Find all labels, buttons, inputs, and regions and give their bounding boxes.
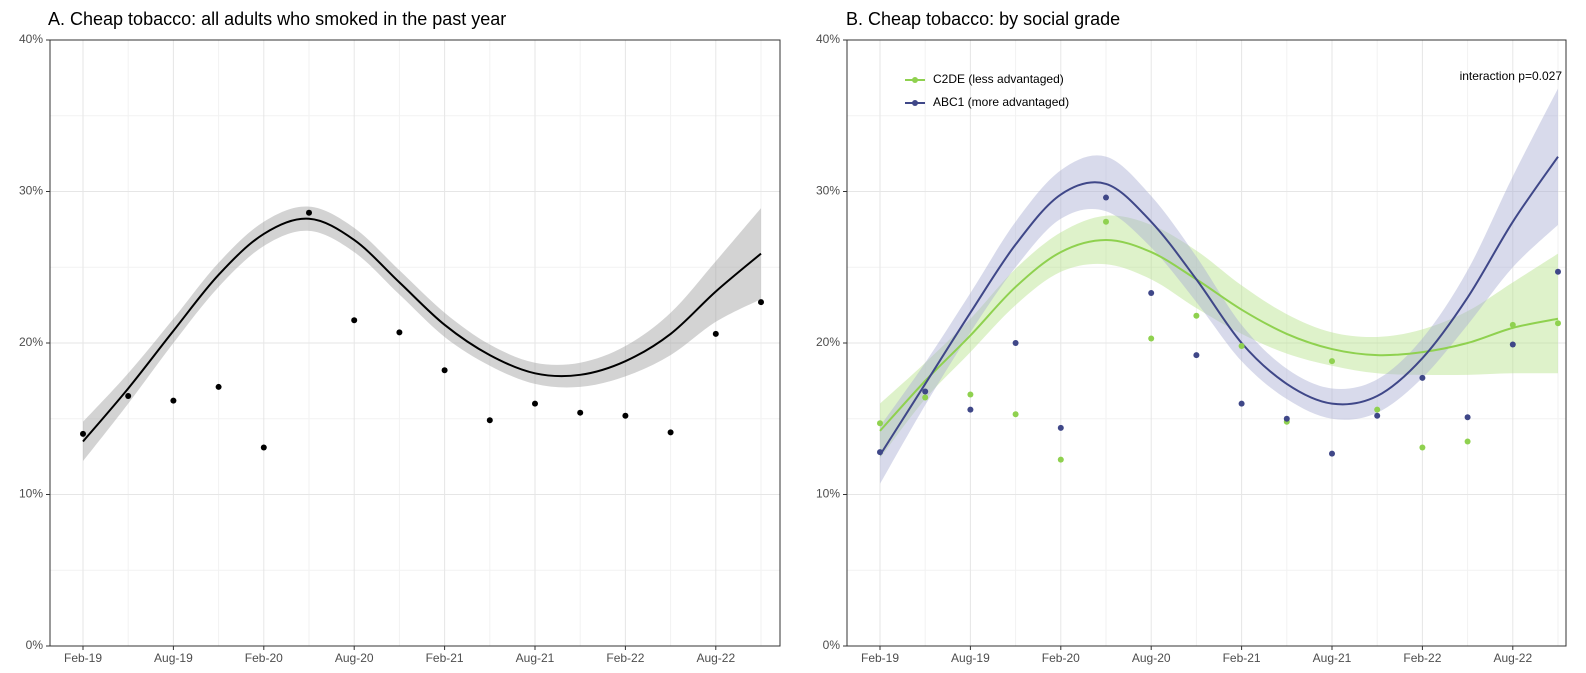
data-point [532,400,538,407]
data-point [667,429,674,436]
data-point [260,444,267,451]
fit-line [879,238,1559,432]
y-tick-label: 0% [26,638,44,652]
data-point [1329,358,1335,365]
data-point [1419,444,1426,451]
legend-label: ABC1 (more advantaged) [933,95,1069,109]
data-point [922,388,929,395]
data-point [125,393,132,400]
x-tick-label: Aug-21 [516,651,555,665]
data-point [922,394,929,401]
data-point [1012,340,1019,346]
x-tick-label: Feb-22 [606,651,644,665]
x-tick-label: Aug-20 [335,651,374,665]
chart-title: B. Cheap tobacco: by social grade [846,9,1120,29]
data-point [967,406,974,413]
data-point [80,430,86,437]
data-point [1103,194,1109,201]
x-tick-label: Feb-20 [1042,651,1080,665]
data-point [1419,374,1426,381]
x-tick-label: Aug-19 [951,651,990,665]
x-tick-label: Feb-19 [64,651,102,665]
data-point [967,391,974,398]
x-tick-label: Feb-21 [426,651,464,665]
plot-border [49,39,781,647]
data-point [877,420,883,427]
data-point [1464,438,1471,445]
data-point [306,209,312,216]
y-tick-label: 20% [816,335,840,349]
fit-line [82,217,762,443]
data-point [441,367,448,374]
data-point [1509,341,1516,348]
fit-line [879,156,1559,456]
data-point [1012,411,1019,418]
y-tick-label: 40% [19,32,43,46]
annotation: interaction p=0.027 [1460,69,1563,83]
x-tick-label: Aug-22 [696,651,735,665]
data-point [577,409,584,416]
data-point [758,299,764,306]
x-tick-label: Aug-21 [1313,651,1352,665]
x-tick-label: Feb-22 [1403,651,1441,665]
data-point [1057,456,1064,463]
x-tick-label: Aug-20 [1132,651,1171,665]
y-tick-label: 10% [816,487,840,501]
data-point [1193,352,1200,359]
data-point [486,417,493,424]
legend-swatch [912,100,918,106]
x-tick-label: Aug-19 [154,651,193,665]
data-point [1193,312,1200,319]
data-point [1464,414,1471,421]
data-point [1148,335,1155,342]
legend-swatch [912,77,918,83]
y-tick-label: 20% [19,335,43,349]
data-point [1148,290,1155,297]
data-point [170,397,177,404]
data-point [1103,218,1109,225]
data-point [1283,415,1290,422]
y-tick-label: 30% [816,184,840,198]
y-tick-label: 40% [816,32,840,46]
data-point [351,317,358,324]
chart-title: A. Cheap tobacco: all adults who smoked … [48,9,506,29]
confidence-band [880,215,1558,459]
x-tick-label: Aug-22 [1493,651,1532,665]
data-point [215,383,222,390]
data-point [1238,343,1245,350]
data-point [622,412,629,419]
x-tick-label: Feb-19 [861,651,899,665]
y-tick-label: 0% [823,638,841,652]
data-point [1329,450,1335,457]
data-point [396,329,403,336]
data-point [712,330,719,337]
y-tick-label: 30% [19,184,43,198]
data-point [1374,406,1381,413]
legend-label: C2DE (less advantaged) [933,72,1064,86]
plot-border [846,39,1567,647]
data-point [1509,321,1516,328]
data-point [877,449,883,456]
data-point [1555,268,1561,275]
x-tick-label: Feb-21 [1223,651,1261,665]
x-tick-label: Feb-20 [245,651,283,665]
data-point [1555,320,1561,327]
y-tick-label: 10% [19,487,43,501]
data-point [1374,412,1381,419]
data-point [1238,400,1245,407]
confidence-band [880,88,1558,484]
data-point [1057,424,1064,431]
